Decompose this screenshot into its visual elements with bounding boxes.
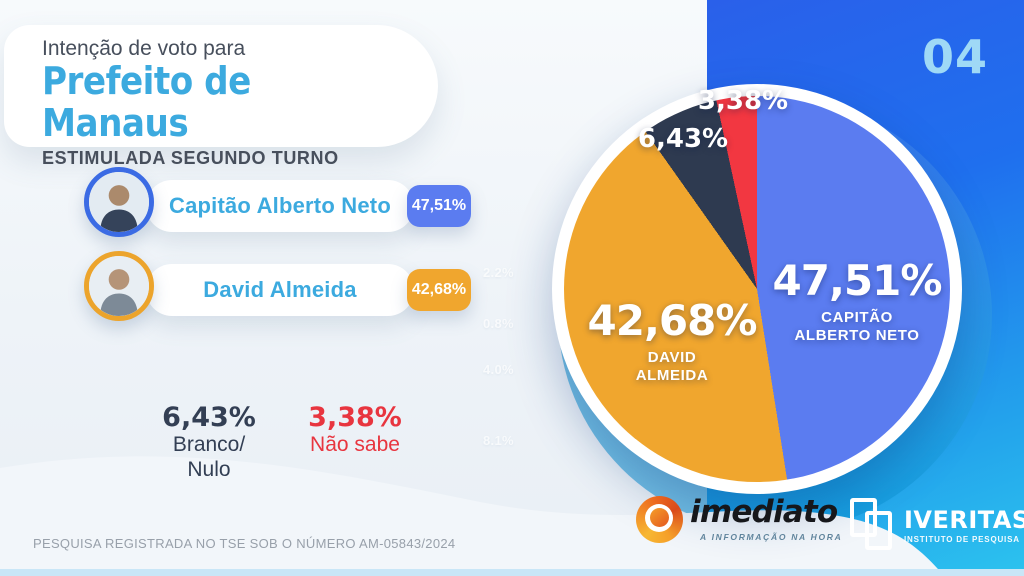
page-number: 04: [921, 30, 988, 84]
iveritas-wordmark: IVERITAS: [904, 506, 1024, 534]
title-kicker: Intenção de voto para: [42, 37, 246, 60]
imediato-logo: imediato A INFORMAÇÃO NA HORA: [636, 496, 842, 543]
pie-label-alberto-neto: 47,51% CAPITÃO ALBERTO NETO: [772, 256, 943, 344]
imediato-swirl-icon: [636, 496, 683, 543]
dont-know-label: Não sabe: [310, 433, 400, 456]
candidate-pill-2: David Almeida: [146, 264, 414, 316]
pie-label-david-almeida: 42,68% DAVID ALMEIDA: [587, 296, 758, 384]
other-answers: 6,43% Branco/ Nulo 3,38% Não sabe: [150, 402, 414, 483]
candidate-photo-icon: [89, 172, 149, 232]
candidate-photo-icon: [89, 256, 149, 316]
dont-know-block: 3,38% Não sabe: [296, 402, 414, 483]
candidate-avatar-1: [84, 167, 154, 237]
imediato-wordmark: imediato: [690, 494, 838, 530]
blank-null-value: 6,43%: [162, 402, 256, 433]
blank-null-block: 6,43% Branco/ Nulo: [150, 402, 268, 483]
candidate-name: Capitão Alberto Neto: [169, 193, 391, 218]
candidate-pill-1: Capitão Alberto Neto: [146, 180, 414, 232]
candidate-avatar-2: [84, 251, 154, 321]
ghost-label: 8.1%: [483, 433, 514, 448]
ghost-label: 4.0%: [483, 362, 514, 377]
page-title: Prefeito de Manaus: [42, 59, 251, 145]
candidate-row-2: David Almeida 42,68%: [0, 251, 480, 323]
iveritas-logo: IVERITAS INSTITUTO DE PESQUISA: [850, 498, 1024, 554]
iveritas-tagline: INSTITUTO DE PESQUISA: [904, 535, 1020, 544]
candidate-row-1: Capitão Alberto Neto 47,51%: [0, 167, 480, 239]
bottom-strip: [0, 569, 1024, 576]
candidate-score: 47,51%: [411, 197, 467, 214]
ghost-label: 0.8%: [483, 316, 514, 331]
blank-null-label: Branco/ Nulo: [172, 433, 246, 481]
title-subtitle: ESTIMULADA SEGUNDO TURNO: [42, 147, 339, 168]
tse-registration-note: PESQUISA REGISTRADA NO TSE SOB O NÚMERO …: [33, 536, 456, 551]
imediato-tagline: A INFORMAÇÃO NA HORA: [700, 531, 843, 542]
pie: [564, 96, 950, 482]
pie-label-nao-sabe: 3,38%: [697, 86, 789, 116]
pie-label-branco-nulo: 6,43%: [637, 124, 729, 154]
pie-chart-ring: [552, 84, 962, 494]
candidate-name: David Almeida: [203, 277, 357, 302]
candidate-score-badge-1: 47,51%: [407, 185, 471, 227]
title-card: Intenção de voto para Prefeito de Manaus…: [4, 25, 438, 168]
dont-know-value: 3,38%: [308, 402, 402, 433]
iveritas-squares-icon: [850, 498, 896, 554]
candidate-score-badge-2: 42,68%: [407, 269, 471, 311]
candidate-score: 42,68%: [411, 281, 467, 298]
ghost-label: 2.2%: [483, 265, 514, 280]
